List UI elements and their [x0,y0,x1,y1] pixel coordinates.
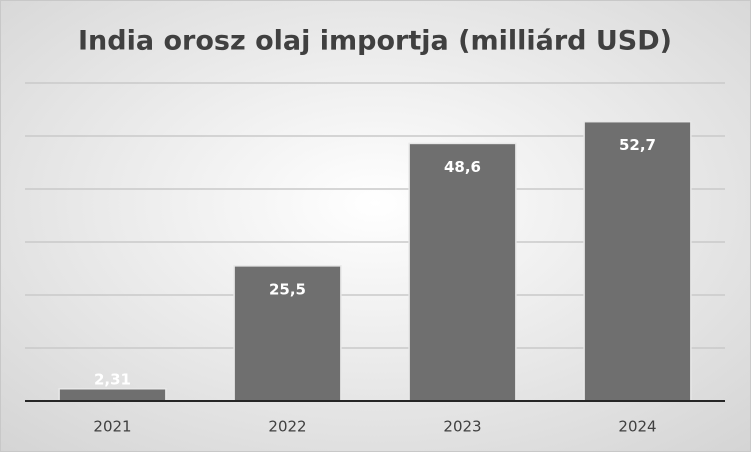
x-tick-label: 2021 [93,418,131,436]
value-label: 2,31 [94,370,131,388]
x-tick-label: 2022 [268,418,306,436]
x-tick-label: 2023 [443,418,481,436]
x-tick-label: 2024 [618,418,656,436]
bar [58,388,167,402]
chart-title: India orosz olaj importja (milliárd USD) [78,26,672,57]
value-label: 25,5 [269,280,306,298]
bar [583,120,692,402]
value-label: 48,6 [444,158,481,176]
value-label: 52,7 [619,136,656,154]
bar [233,265,342,402]
bar [408,142,517,402]
